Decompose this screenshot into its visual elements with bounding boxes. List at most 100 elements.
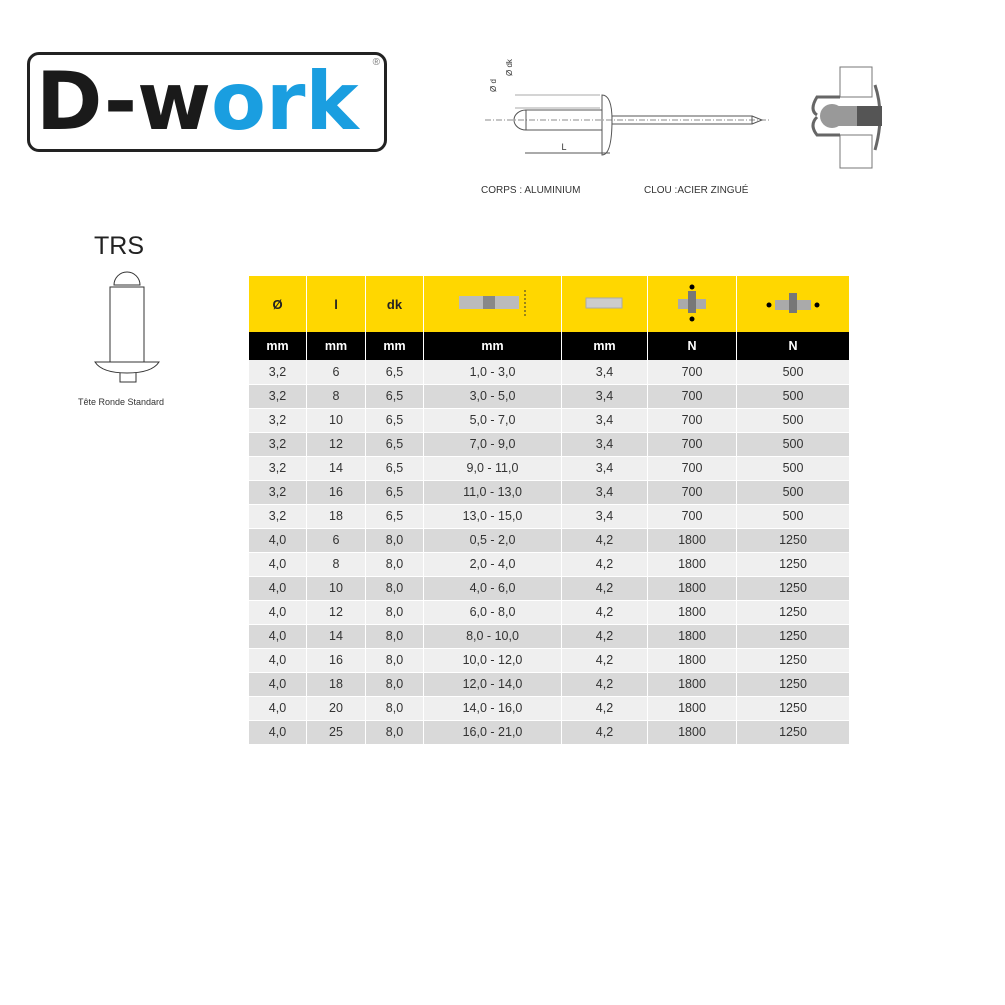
table-cell: 1250	[736, 672, 850, 697]
table-cell: 4,0 - 6,0	[423, 576, 562, 601]
table-cell: 5,0 - 7,0	[423, 408, 562, 433]
table-row: 4,0 16 8,0 10,0 - 12,0 4,2 1800 1250	[249, 648, 850, 673]
rivet-type-code: TRS	[94, 232, 144, 260]
unit-cell: N	[647, 332, 737, 360]
table-cell: 12	[306, 432, 366, 457]
length-label: L	[561, 142, 566, 152]
unit-cell: N	[736, 332, 850, 360]
table-cell: 3,2	[249, 408, 307, 433]
unit-cell: mm	[249, 332, 307, 360]
table-row: 4,0 25 8,0 16,0 - 21,0 4,2 1800 1250	[249, 720, 850, 745]
unit-cell: mm	[561, 332, 648, 360]
col-shear-force	[647, 276, 737, 332]
table-cell: 500	[736, 408, 850, 433]
table-cell: 3,4	[561, 456, 648, 481]
table-cell: 3,0 - 5,0	[423, 384, 562, 409]
table-cell: 6,0 - 8,0	[423, 600, 562, 625]
table-cell: 1800	[647, 672, 737, 697]
unit-cell: mm	[365, 332, 424, 360]
table-cell: 16,0 - 21,0	[423, 720, 562, 745]
table-cell: 8,0	[365, 624, 424, 649]
table-cell: 3,2	[249, 360, 307, 385]
table-cell: 14	[306, 456, 366, 481]
table-row: 4,0 8 8,0 2,0 - 4,0 4,2 1800 1250	[249, 552, 850, 577]
table-cell: 4,0	[249, 624, 307, 649]
table-cell: 1250	[736, 624, 850, 649]
table-cell: 8	[306, 552, 366, 577]
nail-material-label: CLOU :ACIER ZINGUÉ	[644, 185, 749, 196]
table-cell: 700	[647, 432, 737, 457]
table-cell: 16	[306, 480, 366, 505]
table-cell: 1800	[647, 624, 737, 649]
head-diameter-label: Ø dk	[505, 58, 514, 76]
round-head-rivet-icon	[94, 271, 160, 383]
table-cell: 8,0	[365, 600, 424, 625]
table-cell: 4,0	[249, 672, 307, 697]
table-cell: 18	[306, 672, 366, 697]
table-cell: 1800	[647, 720, 737, 745]
logo-text-blue: ork	[211, 55, 359, 148]
table-row: 4,0 14 8,0 8,0 - 10,0 4,2 1800 1250	[249, 624, 850, 649]
table-cell: 1250	[736, 528, 850, 553]
rivet-dimension-drawing: L Ø d Ø dk	[485, 58, 770, 156]
table-cell: 3,4	[561, 384, 648, 409]
table-cell: 6,5	[365, 480, 424, 505]
table-cell: 1800	[647, 552, 737, 577]
table-cell: 8	[306, 384, 366, 409]
table-cell: 700	[647, 384, 737, 409]
table-cell: 1800	[647, 576, 737, 601]
table-cell: 10	[306, 576, 366, 601]
unit-cell: mm	[306, 332, 366, 360]
logo-text-dark: D-w	[36, 55, 211, 148]
table-cell: 8,0	[365, 648, 424, 673]
table-cell: 4,0	[249, 720, 307, 745]
table-cell: 1250	[736, 648, 850, 673]
col-head-diameter: dk	[365, 276, 424, 332]
table-cell: 4,2	[561, 672, 648, 697]
table-cell: 18	[306, 504, 366, 529]
table-cell: 10,0 - 12,0	[423, 648, 562, 673]
diameter-label: Ø d	[489, 79, 498, 92]
table-cell: 1800	[647, 648, 737, 673]
col-length: l	[306, 276, 366, 332]
table-cell: 1,0 - 3,0	[423, 360, 562, 385]
table-cell: 1250	[736, 552, 850, 577]
registered-mark: ®	[372, 57, 380, 68]
shear-force-icon	[678, 284, 706, 321]
table-cell: 11,0 - 13,0	[423, 480, 562, 505]
table-row: 3,2 8 6,5 3,0 - 5,0 3,4 700 500	[249, 384, 850, 409]
table-cell: 1250	[736, 576, 850, 601]
installed-rivet-drawing	[811, 66, 882, 169]
table-row: 3,2 14 6,5 9,0 - 11,0 3,4 700 500	[249, 456, 850, 481]
table-cell: 4,2	[561, 600, 648, 625]
table-cell: 3,4	[561, 360, 648, 385]
table-cell: 6,5	[365, 432, 424, 457]
table-cell: 6,5	[365, 360, 424, 385]
table-cell: 4,0	[249, 576, 307, 601]
unit-cell: mm	[423, 332, 562, 360]
table-cell: 500	[736, 504, 850, 529]
table-cell: 9,0 - 11,0	[423, 456, 562, 481]
table-cell: 4,2	[561, 648, 648, 673]
col-tensile-force	[736, 276, 850, 332]
table-cell: 700	[647, 408, 737, 433]
table-cell: 6,5	[365, 408, 424, 433]
table-cell: 2,0 - 4,0	[423, 552, 562, 577]
drill-hole-icon	[585, 297, 623, 308]
table-cell: 4,2	[561, 576, 648, 601]
table-cell: 20	[306, 696, 366, 721]
table-cell: 25	[306, 720, 366, 745]
table-cell: 1250	[736, 696, 850, 721]
col-diameter: Ø	[249, 276, 307, 332]
table-cell: 1800	[647, 696, 737, 721]
table-cell: 8,0	[365, 528, 424, 553]
table-cell: 3,4	[561, 432, 648, 457]
table-cell: 3,4	[561, 480, 648, 505]
table-cell: 700	[647, 504, 737, 529]
table-row: 4,0 6 8,0 0,5 - 2,0 4,2 1800 1250	[249, 528, 850, 553]
table-cell: 4,0	[249, 552, 307, 577]
table-cell: 500	[736, 360, 850, 385]
table-cell: 500	[736, 384, 850, 409]
rivet-spec-table: Ø l dk mm mm mm mm mm N N 3,2 6 6,5 1	[249, 276, 850, 745]
table-cell: 1800	[647, 528, 737, 553]
